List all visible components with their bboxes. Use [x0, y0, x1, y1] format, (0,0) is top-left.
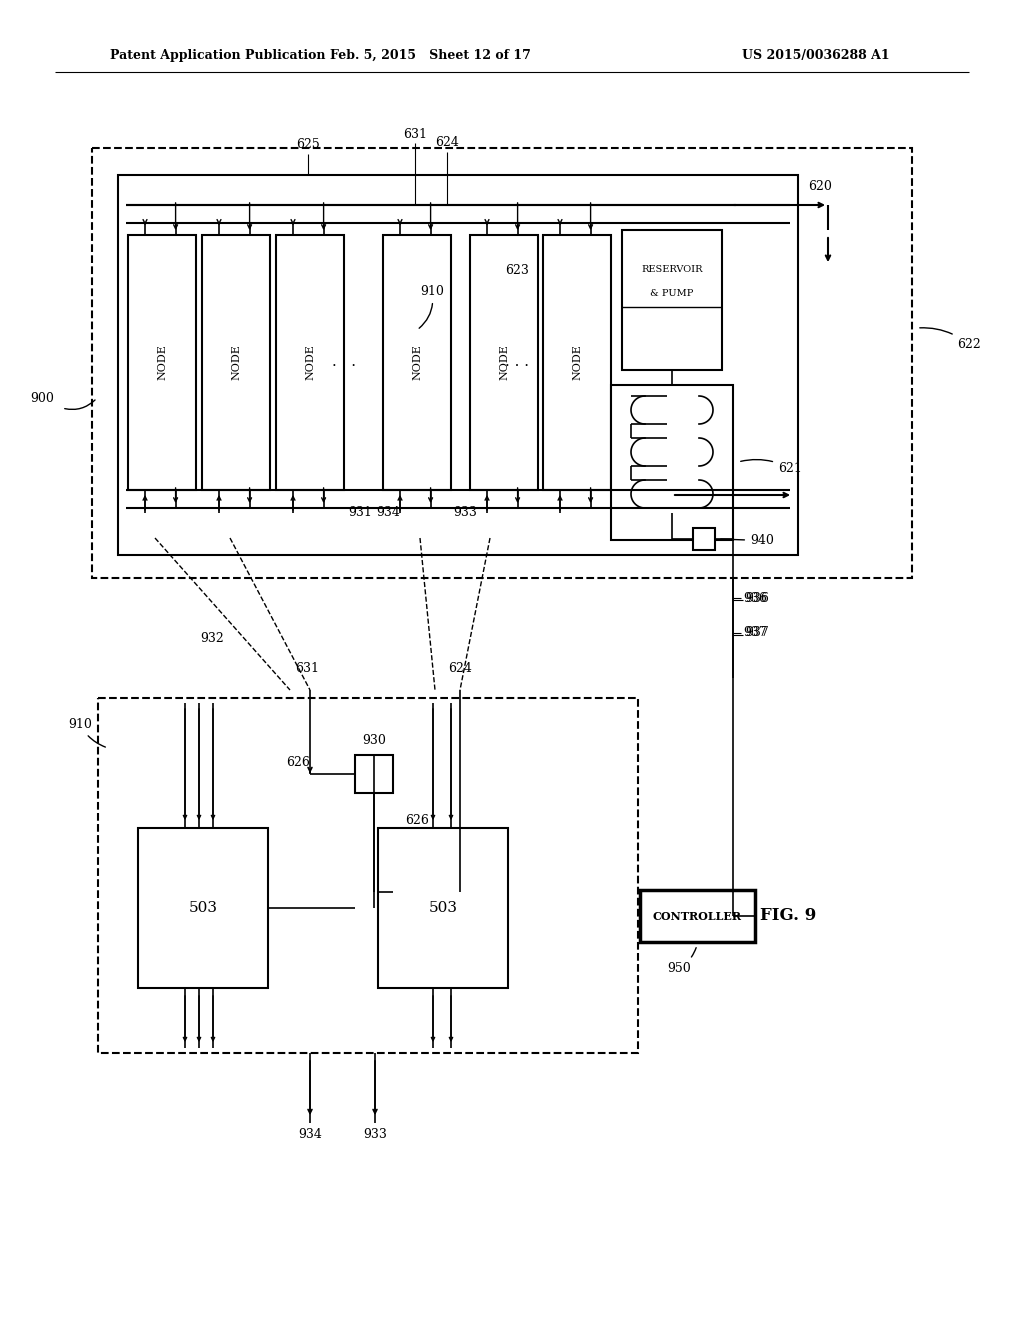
- Text: 623: 623: [505, 264, 528, 276]
- Text: 933: 933: [453, 506, 477, 519]
- Bar: [138, 828, 268, 987]
- Text: 631: 631: [295, 661, 319, 675]
- Text: 937: 937: [743, 627, 767, 639]
- Text: 936: 936: [745, 591, 769, 605]
- Text: . . .: . . .: [505, 355, 529, 370]
- Bar: [202, 235, 270, 490]
- Text: 631: 631: [403, 128, 427, 140]
- Text: NODE: NODE: [499, 345, 509, 380]
- Bar: [622, 230, 722, 370]
- Text: CONTROLLER: CONTROLLER: [652, 911, 741, 921]
- Text: 621: 621: [740, 459, 802, 475]
- Text: NODE: NODE: [157, 345, 167, 380]
- Bar: [276, 235, 344, 490]
- Text: NODE: NODE: [305, 345, 315, 380]
- Text: FIG. 9: FIG. 9: [760, 907, 816, 924]
- Text: 936: 936: [743, 591, 767, 605]
- Text: 900: 900: [30, 392, 54, 404]
- Bar: [693, 528, 715, 550]
- Text: 934: 934: [298, 1129, 322, 1142]
- Text: Patent Application Publication: Patent Application Publication: [110, 49, 326, 62]
- Bar: [611, 385, 733, 540]
- Text: 940: 940: [721, 535, 774, 546]
- Bar: [98, 698, 638, 1053]
- Text: 930: 930: [362, 734, 386, 747]
- Text: Feb. 5, 2015   Sheet 12 of 17: Feb. 5, 2015 Sheet 12 of 17: [330, 49, 530, 62]
- Bar: [383, 235, 451, 490]
- Text: 503: 503: [428, 902, 458, 915]
- Bar: [92, 148, 912, 578]
- Bar: [378, 828, 508, 987]
- Text: 931: 931: [348, 506, 372, 519]
- Text: 950: 950: [667, 948, 696, 975]
- Text: 624: 624: [435, 136, 459, 149]
- Text: 626: 626: [406, 813, 429, 826]
- Text: 910: 910: [68, 718, 105, 747]
- Bar: [640, 890, 755, 942]
- Text: & PUMP: & PUMP: [650, 289, 693, 297]
- Text: 910: 910: [419, 285, 443, 329]
- Bar: [470, 235, 538, 490]
- Text: 625: 625: [296, 139, 319, 152]
- Text: 622: 622: [920, 327, 981, 351]
- Text: 932: 932: [200, 631, 224, 644]
- Text: NODE: NODE: [412, 345, 422, 380]
- Text: 624: 624: [449, 661, 472, 675]
- Text: US 2015/0036288 A1: US 2015/0036288 A1: [742, 49, 890, 62]
- Bar: [118, 176, 798, 554]
- Text: 937: 937: [745, 627, 769, 639]
- Text: RESERVOIR: RESERVOIR: [641, 265, 702, 273]
- Text: 934: 934: [376, 506, 400, 519]
- Text: NODE: NODE: [231, 345, 241, 380]
- Text: 933: 933: [364, 1129, 387, 1142]
- Bar: [355, 755, 393, 793]
- Bar: [543, 235, 611, 490]
- Text: 626: 626: [286, 755, 310, 768]
- Text: NODE: NODE: [572, 345, 582, 380]
- Text: 503: 503: [188, 902, 217, 915]
- Bar: [128, 235, 196, 490]
- Text: . . .: . . .: [332, 355, 356, 370]
- Text: 620: 620: [808, 181, 831, 194]
